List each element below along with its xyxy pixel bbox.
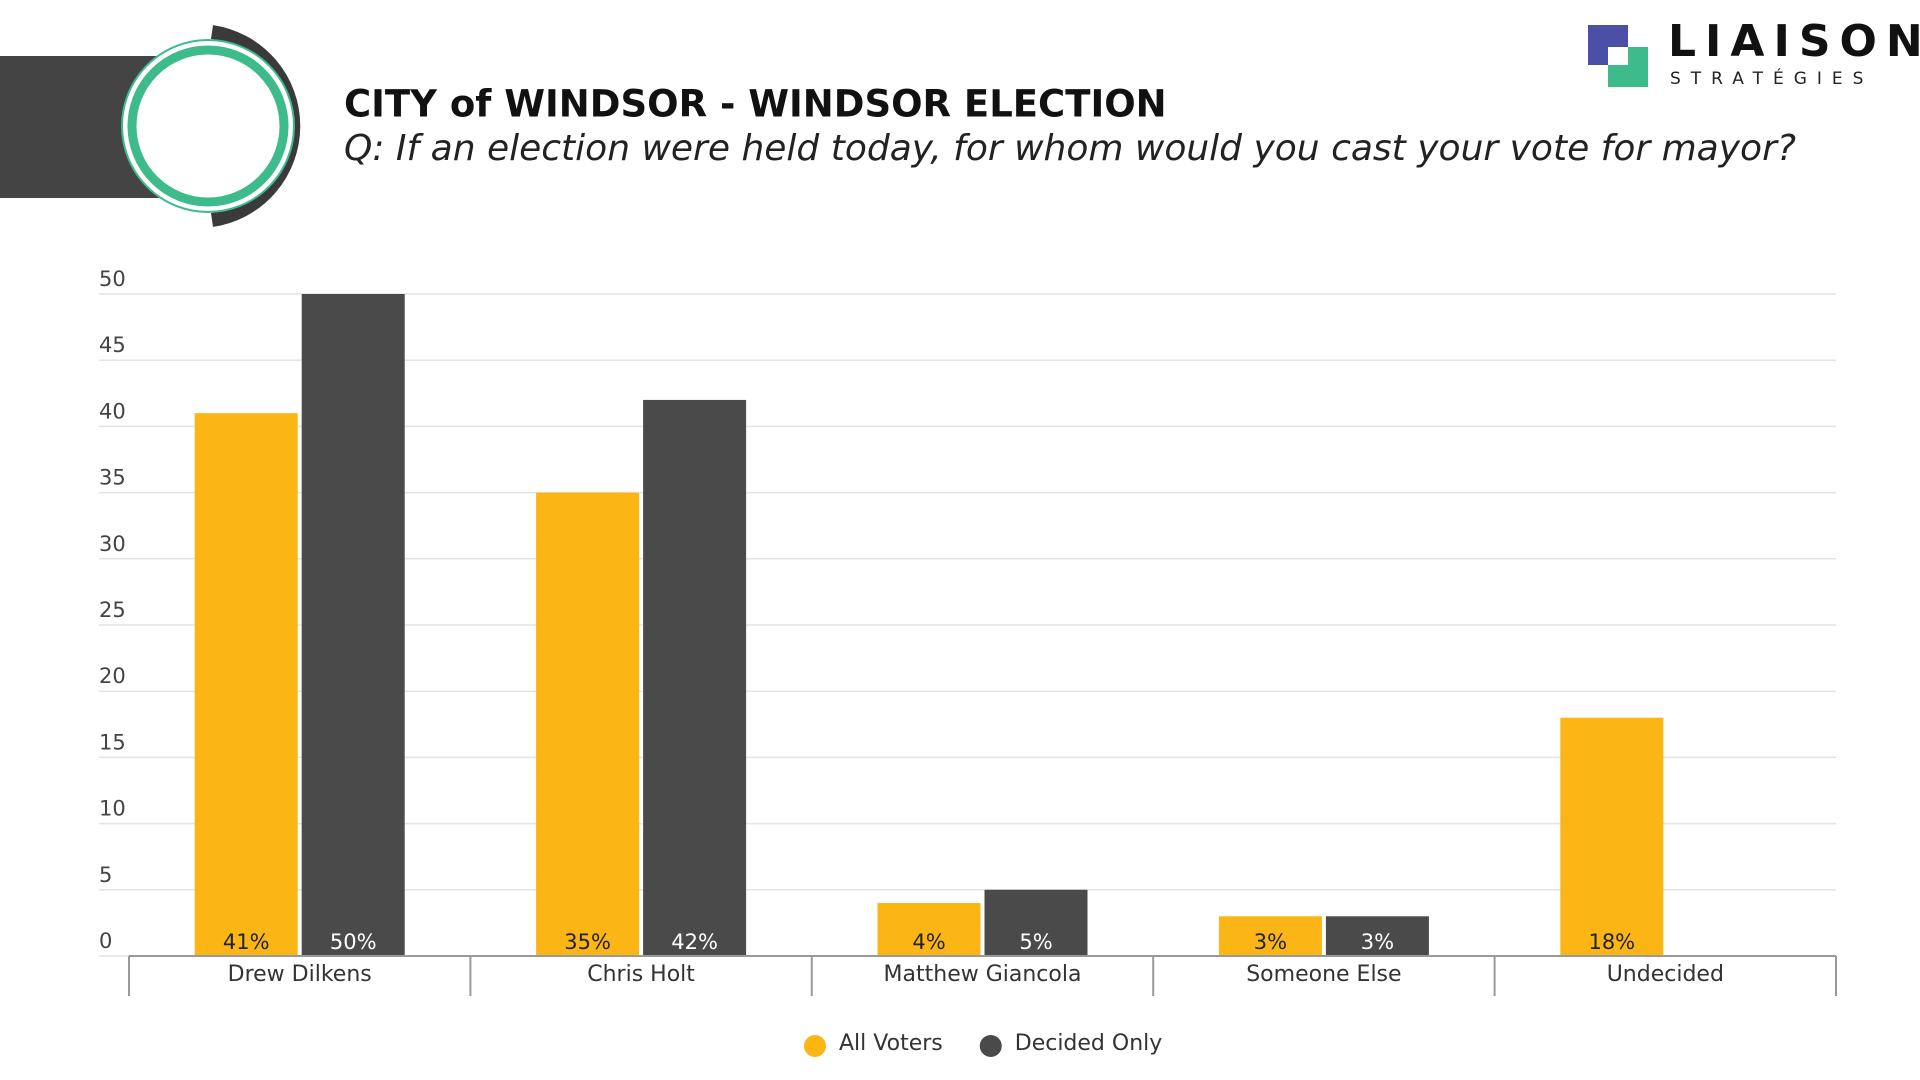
- y-tick-label: 45: [99, 333, 126, 357]
- y-tick-label: 30: [99, 532, 126, 556]
- y-tick-label: 20: [99, 664, 126, 688]
- bar: [1325, 916, 1429, 956]
- y-tick-label: 50: [99, 267, 126, 291]
- legend-label: Decided Only: [1015, 1031, 1163, 1056]
- x-tick-label: Undecided: [1607, 962, 1724, 987]
- y-tick-label: 35: [99, 466, 126, 490]
- logo-name: LIAISON: [1668, 16, 1920, 67]
- legend-swatch: [804, 1035, 826, 1057]
- bar: [1560, 717, 1664, 956]
- bar: [536, 492, 640, 956]
- value-label: 5%: [1019, 930, 1052, 954]
- value-label: 3%: [1361, 930, 1394, 954]
- value-label: 4%: [912, 930, 945, 954]
- chart-title: CITY of WINDSOR - WINDSOR ELECTION: [344, 83, 1167, 126]
- value-label: 18%: [1588, 930, 1635, 954]
- bar: [984, 889, 1088, 956]
- value-label: 42%: [671, 930, 718, 954]
- header-ring: [127, 45, 289, 207]
- bar: [643, 399, 747, 956]
- y-tick-label: 40: [99, 399, 126, 423]
- value-label: 3%: [1254, 930, 1287, 954]
- logo-tagline: STRATÉGIES: [1670, 67, 1873, 89]
- legend-swatch: [979, 1035, 1002, 1057]
- y-tick-label: 15: [99, 730, 126, 754]
- x-tick-label: Chris Holt: [587, 962, 695, 987]
- bar: [301, 294, 405, 956]
- x-tick-label: Drew Dilkens: [228, 962, 372, 987]
- y-tick-label: 10: [99, 797, 126, 821]
- chart-subtitle: Q: If an election were held today, for w…: [344, 128, 1796, 169]
- x-tick-label: Matthew Giancola: [884, 962, 1082, 987]
- y-tick-label: 5: [99, 863, 112, 887]
- legend-label: All Voters: [839, 1031, 943, 1056]
- y-tick-label: 25: [99, 598, 126, 622]
- value-label: 35%: [564, 930, 611, 954]
- x-tick-label: Someone Else: [1246, 962, 1401, 987]
- logo-square: [1608, 47, 1628, 65]
- bar: [1218, 916, 1322, 956]
- bar: [877, 903, 981, 956]
- bar: [194, 413, 298, 956]
- value-label: 41%: [223, 930, 270, 954]
- y-tick-label: 0: [99, 929, 112, 953]
- value-label: 50%: [330, 930, 377, 954]
